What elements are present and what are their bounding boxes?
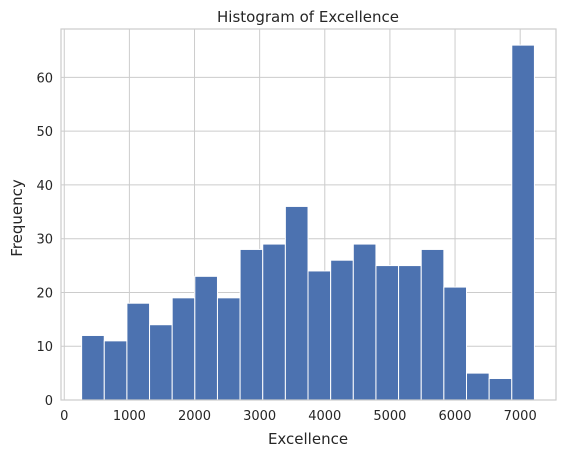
y-tick-label: 0 bbox=[45, 394, 53, 409]
histogram-bar bbox=[398, 265, 422, 401]
x-axis-label: Excellence bbox=[268, 430, 348, 448]
y-tick-label: 40 bbox=[36, 179, 53, 194]
histogram-bar bbox=[239, 248, 264, 401]
histogram-bar bbox=[262, 243, 286, 401]
x-tick-label: 2000 bbox=[178, 409, 211, 424]
grid-lines bbox=[61, 29, 556, 401]
histogram-bar bbox=[443, 286, 468, 401]
histogram-bar bbox=[488, 377, 513, 401]
x-tick-label: 6000 bbox=[438, 409, 471, 424]
y-tick-label: 30 bbox=[36, 233, 53, 248]
histogram-bar bbox=[466, 372, 490, 401]
histogram-bar bbox=[216, 297, 241, 401]
x-tick-label: 7000 bbox=[504, 409, 537, 424]
histogram-bar bbox=[103, 340, 128, 401]
histogram-bar bbox=[194, 275, 218, 401]
histogram-bar bbox=[420, 248, 445, 401]
x-tick-label: 1000 bbox=[113, 409, 146, 424]
histogram-bar bbox=[511, 44, 535, 401]
histogram-bar bbox=[149, 324, 173, 401]
plot-frame bbox=[60, 28, 557, 401]
x-tick-label: 5000 bbox=[373, 409, 406, 424]
histogram-bar bbox=[375, 265, 400, 401]
x-tick-labels: 0 1000 2000 3000 4000 5000 6000 7000 bbox=[60, 409, 537, 424]
histogram-bar bbox=[330, 259, 354, 401]
y-axis-label: Frequency bbox=[8, 179, 26, 257]
chart-title: Histogram of Excellence bbox=[217, 8, 399, 26]
histogram-bar bbox=[307, 270, 332, 401]
histogram-bar bbox=[171, 297, 196, 401]
x-tick-label: 0 bbox=[60, 409, 68, 424]
y-tick-labels: 0 10 20 30 40 50 60 bbox=[36, 71, 53, 409]
histogram-bars bbox=[81, 44, 535, 401]
histogram-bar bbox=[126, 302, 151, 401]
y-tick-label: 10 bbox=[36, 340, 53, 355]
x-tick-label: 3000 bbox=[243, 409, 276, 424]
y-tick-label: 20 bbox=[36, 286, 53, 301]
histogram-bar bbox=[352, 243, 377, 401]
y-tick-label: 60 bbox=[36, 71, 53, 86]
histogram-bar bbox=[81, 334, 105, 401]
x-tick-label: 4000 bbox=[308, 409, 341, 424]
histogram-bar bbox=[284, 205, 309, 401]
y-tick-label: 50 bbox=[36, 125, 53, 140]
